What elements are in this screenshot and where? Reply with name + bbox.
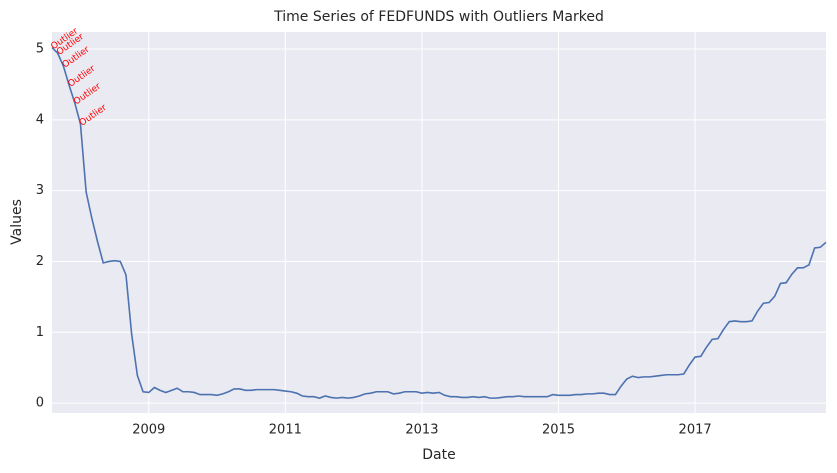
x-tick-label: 2009 — [132, 423, 165, 438]
y-axis-label: Values — [9, 199, 25, 245]
x-tick-label: 2017 — [679, 423, 712, 438]
y-tick-label: 4 — [36, 112, 44, 127]
y-tick-label: 1 — [36, 325, 44, 340]
line-series — [51, 47, 827, 399]
y-tick-label: 3 — [36, 183, 44, 198]
y-tick-label: 5 — [36, 41, 44, 56]
y-tick-label: 2 — [36, 254, 44, 269]
x-axis-label: Date — [422, 447, 455, 463]
chart-title: Time Series of FEDFUNDS with Outliers Ma… — [273, 9, 604, 25]
x-tick-label: 2015 — [542, 423, 575, 438]
x-tick-label: 2013 — [405, 423, 438, 438]
x-tick-label: 2011 — [269, 423, 302, 438]
y-tick-label: 0 — [36, 396, 44, 411]
plot-area — [52, 32, 826, 413]
